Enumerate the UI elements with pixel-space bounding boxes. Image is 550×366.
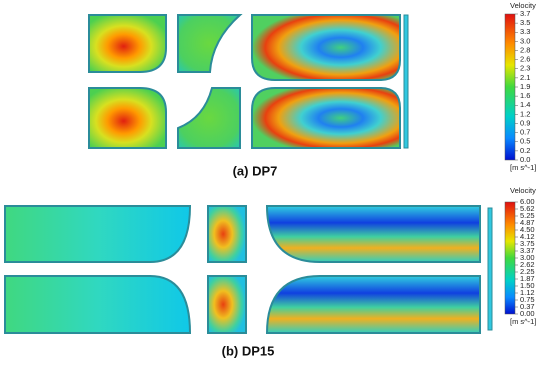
colorbar-unit: [m s^-1] [510,317,536,326]
legends: Velocity3.73.53.33.02.82.62.32.11.91.61.… [222,1,537,358]
colorbar-title: Velocity [510,1,536,10]
colorbar-title: Velocity [510,186,536,195]
colorbar-label: 0.37 [520,302,535,311]
colorbar-label: 2.8 [520,45,530,54]
colorbar-label: 4.87 [520,218,535,227]
colorbar-label: 0.7 [520,128,530,137]
colorbar-label: 3.5 [520,18,530,27]
colorbar-label: 5.62 [520,204,535,213]
colorbar-label: 3.00 [520,253,535,262]
colorbar-label: 1.50 [520,281,535,290]
colorbar-label: 5.25 [520,211,535,220]
colorbar-label: 2.25 [520,267,535,276]
colorbar-label: 3.0 [520,36,530,45]
colorbar-label: 1.87 [520,274,535,283]
colorbar-label: 6.00 [520,197,535,206]
contour-b [4,205,493,334]
colorbar-label: 2.3 [520,64,530,73]
colorbar-label: 0.9 [520,118,530,127]
colorbar-unit: [m s^-1] [510,163,536,172]
contour-a [88,14,409,149]
colorbar-label: 0.00 [520,309,535,318]
colorbar-label: 3.7 [520,9,530,18]
colorbar-label: 0.0 [520,155,530,164]
colorbar-label: 1.2 [520,109,530,118]
colorbar-label: 0.2 [520,146,530,155]
panel-caption: (a) DP7 [233,163,278,178]
colorbar-label: 3.75 [520,239,535,248]
colorbar-label: 2.1 [520,73,530,82]
colorbar-label: 1.6 [520,91,530,100]
colorbar-label: 1.9 [520,82,530,91]
colorbar-label: 3.3 [520,27,530,36]
colorbar-label: 4.50 [520,225,535,234]
colorbar-label: 0.5 [520,137,530,146]
colorbar-label: 2.62 [520,260,535,269]
colorbar [504,13,516,161]
colorbar-label: 2.6 [520,55,530,64]
colorbar-label: 1.12 [520,288,535,297]
colorbar-label: 0.75 [520,295,535,304]
colorbar [504,201,516,315]
colorbar-label: 1.4 [520,100,530,109]
panel-caption: (b) DP15 [222,343,275,358]
colorbar-label: 4.12 [520,232,535,241]
colorbar-label: 3.37 [520,246,535,255]
